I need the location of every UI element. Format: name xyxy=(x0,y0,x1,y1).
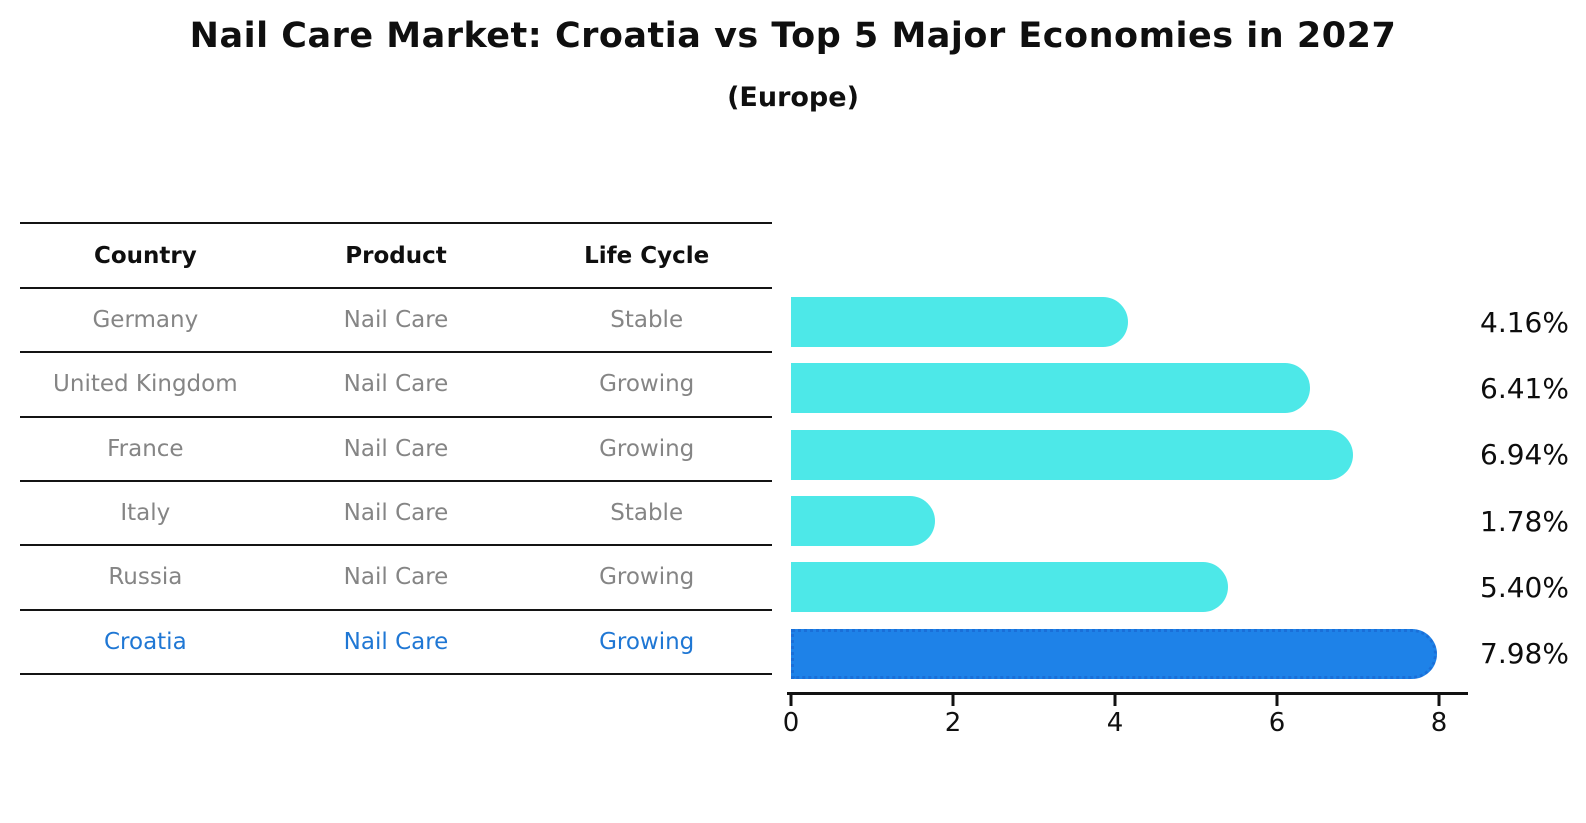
x-tick xyxy=(1113,695,1117,706)
comparison-table: Country Product Life Cycle Germany Nail … xyxy=(20,222,772,675)
life-cycle-cell: Growing xyxy=(599,564,695,591)
chart-subtitle: (Europe) xyxy=(727,82,859,113)
life-cycle-cell: Growing xyxy=(599,435,695,462)
country-cell: Russia xyxy=(108,564,183,591)
bar-row xyxy=(791,621,1491,687)
value-label-italy: 1.78% xyxy=(1480,504,1569,538)
x-tick-label: 4 xyxy=(1106,708,1124,738)
bar-france xyxy=(791,429,1353,480)
table-header-product: Product xyxy=(345,242,447,269)
life-cycle-cell: Stable xyxy=(610,500,684,527)
table-row-russia: Russia Nail Care Growing xyxy=(20,546,772,611)
table-row-italy: Italy Nail Care Stable xyxy=(20,482,772,547)
country-cell: United Kingdom xyxy=(53,371,238,398)
table-row-france: France Nail Care Growing xyxy=(20,418,772,482)
table-row-germany: Germany Nail Care Stable xyxy=(20,289,772,354)
value-label-germany: 4.16% xyxy=(1480,305,1569,339)
bar-united-kingdom xyxy=(791,363,1310,414)
bar-row xyxy=(791,488,1491,554)
country-cell: Italy xyxy=(120,500,171,527)
table-row-united-kingdom: United Kingdom Nail Care Growing xyxy=(20,353,772,418)
bar-italy xyxy=(791,496,935,547)
x-tick xyxy=(1437,695,1441,706)
x-tick-label: 0 xyxy=(782,708,800,738)
chart-title: Nail Care Market: Croatia vs Top 5 Major… xyxy=(189,16,1397,56)
country-cell: France xyxy=(107,435,184,462)
x-tick-label: 8 xyxy=(1430,708,1448,738)
product-cell: Nail Care xyxy=(343,435,449,462)
product-cell: Nail Care xyxy=(343,371,449,398)
table-header-row: Country Product Life Cycle xyxy=(20,224,772,289)
value-label-russia: 5.40% xyxy=(1480,570,1569,604)
bar-chart xyxy=(791,289,1491,687)
x-tick-label: 6 xyxy=(1268,708,1286,738)
x-axis-line xyxy=(787,692,1468,695)
country-cell: Germany xyxy=(92,307,199,334)
x-tick xyxy=(789,695,793,706)
table-row-croatia: Croatia Nail Care Growing xyxy=(20,611,772,675)
bar-row xyxy=(791,289,1491,355)
value-label-france: 6.94% xyxy=(1480,438,1569,472)
bar-germany xyxy=(791,297,1128,348)
product-cell: Nail Care xyxy=(343,307,449,334)
life-cycle-cell: Growing xyxy=(599,628,695,655)
country-cell: Croatia xyxy=(103,628,187,655)
value-label-croatia: 7.98% xyxy=(1480,637,1569,671)
table-header-life-cycle: Life Cycle xyxy=(584,242,710,269)
product-cell: Nail Care xyxy=(343,564,449,591)
life-cycle-cell: Stable xyxy=(610,307,684,334)
value-labels: 4.16% 6.41% 6.94% 1.78% 5.40% 7.98% xyxy=(1480,289,1569,687)
bar-croatia xyxy=(791,628,1437,679)
value-label-united-kingdom: 6.41% xyxy=(1480,371,1569,405)
product-cell: Nail Care xyxy=(343,628,449,655)
bar-row xyxy=(791,422,1491,488)
bar-russia xyxy=(791,562,1228,613)
x-tick xyxy=(1275,695,1279,706)
product-cell: Nail Care xyxy=(343,500,449,527)
life-cycle-cell: Growing xyxy=(599,371,695,398)
table-header-country: Country xyxy=(93,242,197,269)
bar-row xyxy=(791,355,1491,421)
x-tick-label: 2 xyxy=(944,708,962,738)
bar-row xyxy=(791,554,1491,620)
x-tick xyxy=(951,695,955,706)
